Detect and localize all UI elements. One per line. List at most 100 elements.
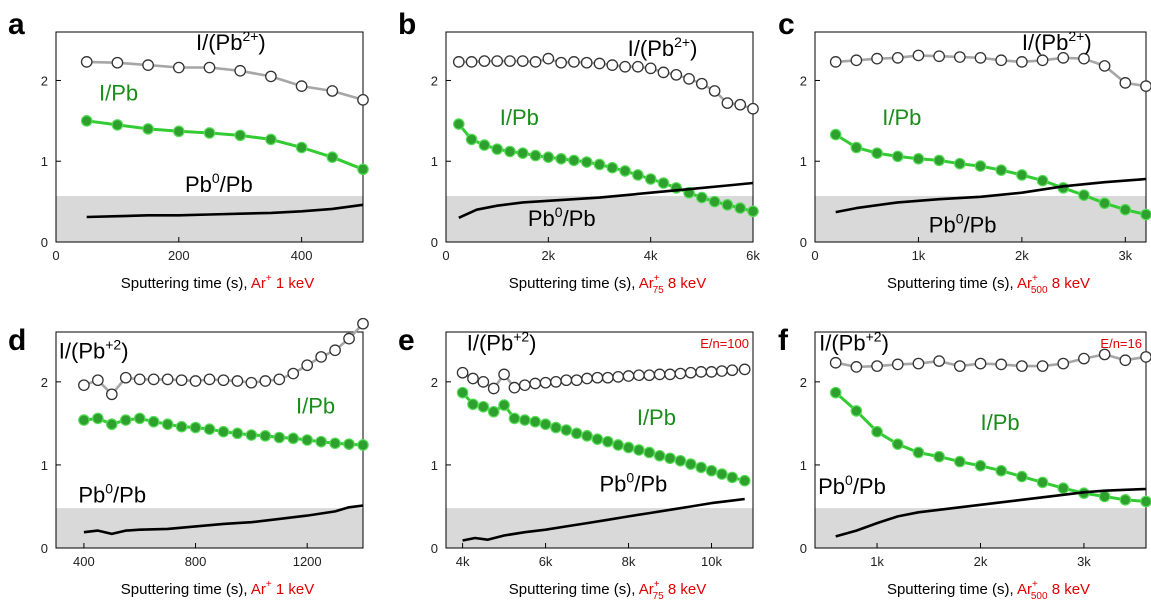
- series-label: I/Pb: [882, 105, 921, 130]
- panel-c: c 0 1 2 0 1k 2k 3k I/(Pb2+) I/Pb Pb0/Pb Sputtering …: [778, 8, 1151, 296]
- data-point: [265, 133, 277, 146]
- data-point: [478, 139, 491, 151]
- data-point: [259, 375, 272, 387]
- panel-letter: a: [8, 8, 25, 41]
- data-point: [974, 160, 987, 172]
- data-point: [871, 425, 883, 438]
- data-point: [189, 375, 202, 387]
- data-point: [234, 64, 247, 77]
- data-point: [601, 371, 614, 384]
- data-point: [357, 317, 369, 330]
- y-tick-label: 0: [431, 541, 438, 556]
- series-label: I/(Pb2+): [1022, 28, 1092, 55]
- x-tick-label: 1k: [870, 554, 884, 569]
- data-point: [726, 471, 739, 484]
- data-point: [161, 418, 174, 431]
- series-line-0: [458, 57, 754, 110]
- data-point: [550, 421, 562, 434]
- data-point: [657, 66, 670, 79]
- data-point: [632, 169, 644, 181]
- data-point: [643, 369, 656, 382]
- series-label: I/(Pb2+): [196, 28, 266, 55]
- data-point: [721, 199, 734, 211]
- data-point: [119, 414, 132, 426]
- data-point: [696, 191, 708, 204]
- data-point: [1140, 495, 1151, 508]
- data-point: [231, 375, 244, 387]
- y-tick-label: 2: [431, 375, 438, 390]
- data-point: [1098, 348, 1111, 361]
- x-axis-label: Sputtering time (s), Ar+ 500 8 keV: [887, 579, 1090, 602]
- data-point: [601, 435, 614, 448]
- data-point: [850, 405, 863, 417]
- x-tick-label: 6k: [746, 248, 760, 263]
- data-point: [357, 439, 369, 451]
- data-point: [217, 374, 230, 387]
- data-point: [1140, 208, 1151, 221]
- data-point: [203, 127, 216, 139]
- y-tick-label: 0: [431, 235, 438, 250]
- data-point: [508, 381, 521, 394]
- series-line-0: [835, 54, 1147, 88]
- data-point: [716, 468, 728, 480]
- data-point: [974, 357, 987, 370]
- series-label: I/Pb: [296, 393, 335, 418]
- data-point: [891, 358, 904, 371]
- data-point: [105, 388, 118, 401]
- data-point: [518, 379, 531, 392]
- series-label: Pb0/Pb: [600, 470, 668, 497]
- x-tick-label: 2k: [974, 554, 988, 569]
- data-point: [295, 141, 308, 154]
- data-point: [591, 371, 604, 384]
- data-point: [529, 415, 541, 428]
- data-point: [622, 441, 635, 454]
- data-point: [568, 56, 580, 68]
- x-tick-label: 10k: [701, 554, 722, 569]
- data-point: [829, 356, 842, 369]
- data-point: [633, 444, 645, 456]
- data-point: [273, 431, 286, 444]
- data-point: [487, 405, 500, 418]
- x-axis-label: Sputtering time (s), Ar+ 1 keV: [121, 273, 314, 292]
- x-tick-label: 3k: [1118, 248, 1132, 263]
- y-tick-label: 1: [41, 154, 48, 169]
- data-point: [555, 153, 567, 165]
- data-point: [465, 56, 478, 68]
- data-point: [708, 85, 721, 97]
- data-point: [871, 52, 883, 65]
- x-tick-label: 1k: [912, 248, 926, 263]
- data-point: [329, 437, 341, 450]
- data-point: [1016, 169, 1028, 181]
- data-point: [933, 450, 945, 463]
- data-point: [234, 129, 246, 142]
- data-point: [203, 373, 216, 386]
- data-point: [568, 154, 580, 167]
- shaded-region: [446, 195, 753, 242]
- data-point: [203, 61, 216, 74]
- data-point: [664, 368, 676, 381]
- panel-a: a 0 1 2 0 200 400 I/(Pb2+) I/Pb Pb0/Pb Sputtering …: [8, 8, 369, 292]
- data-point: [529, 149, 542, 162]
- data-point: [995, 464, 1007, 477]
- data-point: [217, 425, 230, 438]
- data-point: [829, 128, 842, 141]
- data-point: [119, 371, 132, 384]
- data-point: [273, 373, 286, 386]
- data-point: [708, 195, 721, 208]
- plot-frame: [814, 31, 1147, 243]
- data-point: [550, 375, 562, 388]
- y-tick-label: 1: [41, 458, 48, 473]
- shaded-region: [815, 195, 1146, 242]
- data-point: [1078, 52, 1090, 65]
- x-tick-label: 2k: [541, 248, 555, 263]
- shaded-region: [446, 508, 753, 548]
- data-point: [326, 151, 339, 163]
- series-label: Pb0/Pb: [528, 204, 596, 231]
- series-label: I/Pb: [981, 410, 1020, 435]
- panel-f: f 0 1 2 1k 2k 3k I/(Pb+2) I/Pb Pb0/Pb E/n=16 Sputte…: [778, 324, 1151, 602]
- data-point: [721, 97, 734, 109]
- data-point: [357, 93, 369, 106]
- data-point: [357, 163, 369, 176]
- data-point: [580, 156, 593, 168]
- panel-e: e 0 1 2 4k 6k 8k 10k I/(Pb+2) I/Pb Pb0/Pb E/n=100 Sp…: [398, 324, 754, 602]
